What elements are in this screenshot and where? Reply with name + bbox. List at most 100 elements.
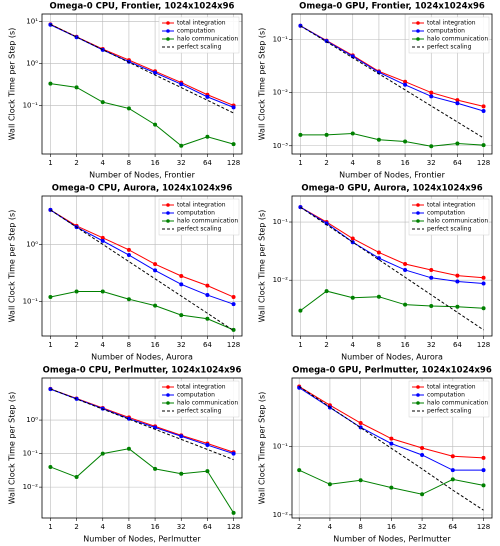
x-tick-label: 128: [477, 159, 490, 167]
data-point: [205, 134, 210, 139]
data-point: [205, 443, 210, 448]
data-point: [376, 294, 381, 299]
y-tick-label: 10⁻²: [273, 89, 289, 97]
data-point: [297, 468, 302, 473]
data-point: [100, 238, 105, 243]
data-point: [153, 466, 158, 471]
x-tick-label: 64: [203, 523, 212, 531]
x-tick-label: 2: [297, 523, 301, 531]
y-tick-label: 10⁻²: [273, 276, 289, 284]
legend-label: perfect scaling: [177, 226, 222, 233]
legend-marker: [166, 393, 170, 397]
data-point: [231, 510, 236, 515]
legend-label: halo communication: [427, 218, 488, 225]
data-point: [481, 483, 486, 488]
data-point: [350, 236, 355, 241]
data-point: [455, 279, 460, 284]
data-point: [324, 289, 329, 294]
legend-marker: [416, 211, 420, 215]
data-point: [179, 434, 184, 439]
data-point: [350, 295, 355, 300]
series-line: [50, 448, 235, 514]
y-tick-label: 10⁻¹: [273, 218, 289, 226]
x-tick-label: 32: [177, 523, 186, 531]
legend-label: halo communication: [177, 218, 238, 225]
x-tick-label: 1: [48, 341, 52, 349]
legend-marker: [166, 385, 170, 389]
legend-marker: [416, 393, 420, 397]
data-point: [179, 143, 184, 148]
data-point: [205, 316, 210, 321]
data-point: [231, 142, 236, 147]
data-point: [48, 464, 53, 469]
y-tick-label: 10⁻³: [273, 142, 289, 150]
data-point: [205, 469, 210, 474]
series-line: [50, 24, 234, 108]
data-point: [350, 131, 355, 136]
legend-marker: [166, 219, 170, 223]
y-axis-label: Wall Clock Time per Step (s): [8, 392, 17, 505]
data-point: [205, 94, 210, 99]
y-tick-label: 10⁻²: [273, 511, 289, 519]
panel: Omega-0 GPU, Frontier, 1024x1024x96 Numbe…: [258, 2, 493, 180]
legend-label: halo communication: [177, 36, 238, 43]
data-point: [420, 445, 425, 450]
x-tick-label: 2: [74, 523, 78, 531]
data-point: [403, 302, 408, 307]
data-point: [179, 273, 184, 278]
legend-label: perfect scaling: [177, 44, 222, 51]
legend-marker: [166, 29, 170, 33]
series-line: [300, 25, 484, 139]
x-tick-label: 8: [127, 523, 131, 531]
x-axis-label: Number of Nodes, Frontier: [339, 171, 445, 180]
x-tick-label: 8: [377, 341, 381, 349]
data-point: [481, 109, 486, 114]
data-point: [205, 293, 210, 298]
y-tick-label: 10⁰: [26, 240, 38, 248]
data-point: [403, 267, 408, 272]
panel: Omega-0 CPU, Frontier, 1024x1024x96 Numbe…: [8, 2, 243, 180]
data-point: [455, 304, 460, 309]
data-point: [153, 303, 158, 308]
x-tick-label: 64: [203, 341, 212, 349]
x-tick-label: 2: [74, 341, 78, 349]
x-tick-label: 128: [477, 341, 490, 349]
data-point: [358, 478, 363, 483]
x-tick-label: 1: [298, 159, 302, 167]
y-tick-label: 10⁻¹: [273, 35, 289, 43]
legend-label: total integration: [427, 20, 476, 27]
x-axis-label: Number of Nodes, Perlmutter: [83, 535, 201, 544]
data-point: [455, 273, 460, 278]
data-point: [481, 455, 486, 460]
data-point: [429, 94, 434, 99]
data-point: [403, 82, 408, 87]
x-tick-label: 128: [227, 523, 240, 531]
x-tick-label: 2: [74, 159, 78, 167]
data-point: [389, 436, 394, 441]
chart-title: Omega-0 GPU, Perlmutter, 1024x1024x96: [292, 366, 492, 376]
plot-frame: [291, 377, 493, 519]
y-axis-label: Wall Clock Time per Step (s): [8, 28, 17, 141]
plot-frame: [41, 13, 243, 155]
series-line: [300, 206, 484, 331]
plot-frame: [41, 377, 243, 519]
legend-label: total integration: [177, 202, 226, 209]
legend-label: halo communication: [427, 36, 488, 43]
legend-marker: [166, 37, 170, 41]
legend-marker: [166, 203, 170, 207]
data-point: [481, 468, 486, 473]
data-point: [481, 306, 486, 311]
series-line: [50, 290, 234, 331]
data-point: [403, 79, 408, 84]
legend-marker: [416, 385, 420, 389]
data-point: [358, 421, 363, 426]
chart-title: Omega-0 CPU, Frontier, 1024x1024x96: [50, 2, 235, 12]
legend-label: perfect scaling: [177, 408, 222, 415]
x-tick-label: 1: [298, 341, 302, 349]
data-point: [450, 468, 455, 473]
data-point: [100, 289, 105, 294]
data-point: [376, 250, 381, 255]
x-tick-label: 32: [427, 341, 436, 349]
y-tick-label: 10⁻¹: [23, 450, 39, 458]
legend-label: halo communication: [177, 400, 238, 407]
